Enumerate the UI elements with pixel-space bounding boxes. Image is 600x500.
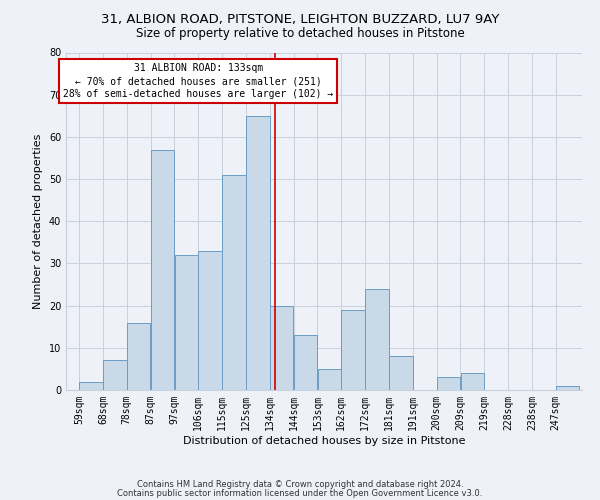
Text: Contains HM Land Registry data © Crown copyright and database right 2024.: Contains HM Land Registry data © Crown c… [137,480,463,489]
Text: Size of property relative to detached houses in Pitstone: Size of property relative to detached ho… [136,28,464,40]
Bar [461,373,484,390]
Bar [79,382,103,390]
X-axis label: Distribution of detached houses by size in Pitstone: Distribution of detached houses by size … [183,436,465,446]
Bar [341,310,365,390]
Bar [317,369,341,390]
Bar [389,356,413,390]
Bar [246,116,269,390]
Bar [365,289,389,390]
Bar [294,335,317,390]
Bar [270,306,293,390]
Bar [556,386,580,390]
Bar [222,175,246,390]
Bar [151,150,175,390]
Bar [103,360,127,390]
Bar [437,378,460,390]
Bar [127,322,151,390]
Text: 31, ALBION ROAD, PITSTONE, LEIGHTON BUZZARD, LU7 9AY: 31, ALBION ROAD, PITSTONE, LEIGHTON BUZZ… [101,12,499,26]
Bar [199,251,222,390]
Text: Contains public sector information licensed under the Open Government Licence v3: Contains public sector information licen… [118,488,482,498]
Text: 31 ALBION ROAD: 133sqm
← 70% of detached houses are smaller (251)
28% of semi-de: 31 ALBION ROAD: 133sqm ← 70% of detached… [63,63,334,100]
Bar [175,255,198,390]
Y-axis label: Number of detached properties: Number of detached properties [33,134,43,309]
